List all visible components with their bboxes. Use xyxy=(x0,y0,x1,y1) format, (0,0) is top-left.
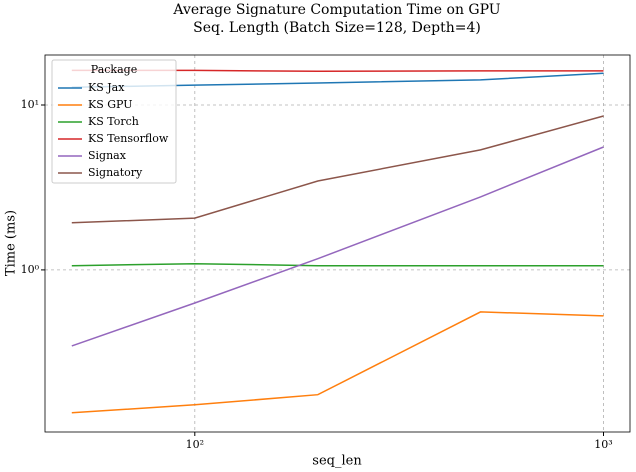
series-line xyxy=(71,146,604,347)
legend-label: Signatory xyxy=(88,166,143,179)
y-tick-label: 10⁰ xyxy=(21,263,40,276)
x-axis-label: seq_len xyxy=(312,454,362,469)
series-line xyxy=(71,115,604,224)
legend-label: Signax xyxy=(88,149,127,162)
y-tick-label: 10¹ xyxy=(21,98,39,111)
legend-box xyxy=(51,59,177,184)
x-tick-label: 10³ xyxy=(594,438,612,451)
legend-label: KS GPU xyxy=(88,98,133,111)
x-tick-label: 10² xyxy=(186,438,204,451)
series-line xyxy=(71,262,604,267)
legend-label: KS Tensorflow xyxy=(88,132,169,145)
legend-title: Package xyxy=(91,63,137,76)
chart-subtitle: Seq. Length (Batch Size=128, Depth=4) xyxy=(193,20,481,36)
y-axis-label: Time (ms) xyxy=(4,210,19,276)
legend-label: KS Torch xyxy=(88,115,139,128)
series-line xyxy=(71,311,604,414)
legend-label: KS Jax xyxy=(88,81,125,94)
plot-frame xyxy=(44,54,631,433)
chart-title: Average Signature Computation Time on GP… xyxy=(172,2,500,18)
